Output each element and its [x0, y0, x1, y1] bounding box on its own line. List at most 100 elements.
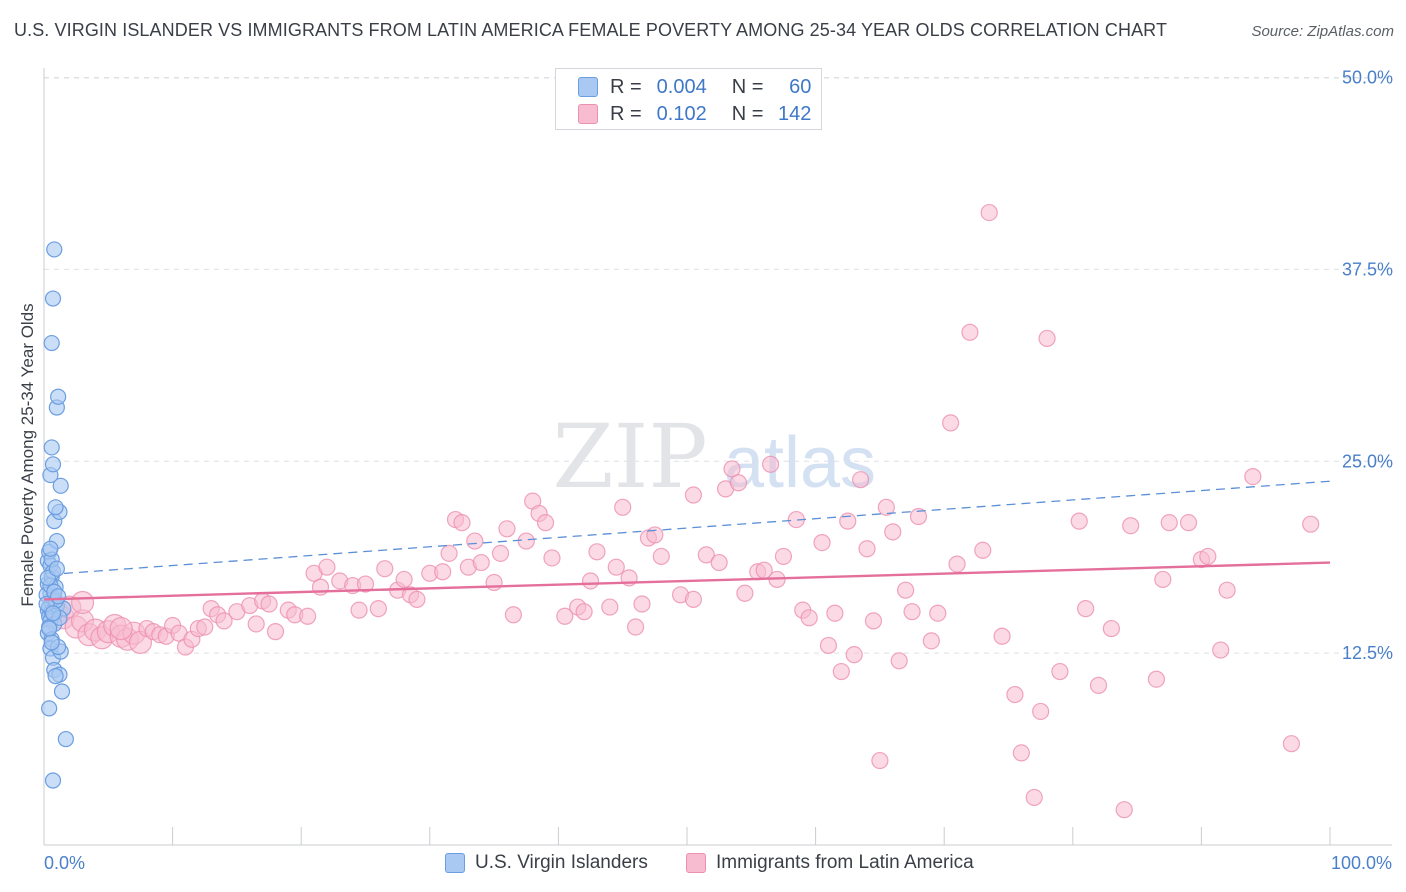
data-point-latin-america: [1179, 514, 1198, 532]
data-point-virgin-islanders: [44, 605, 62, 622]
data-point-latin-america: [839, 512, 857, 530]
data-point-latin-america: [472, 553, 490, 572]
trend-lines: [43, 480, 1331, 601]
data-point-latin-america: [543, 549, 561, 567]
data-point-latin-america: [922, 632, 940, 650]
data-point-latin-america: [800, 609, 818, 627]
data-point-latin-america: [1025, 788, 1043, 807]
data-point-latin-america: [1070, 512, 1088, 530]
legend-label: U.S. Virgin Islanders: [475, 852, 648, 873]
data-point-virgin-islanders: [44, 290, 62, 307]
watermark-zip: ZIP: [552, 405, 707, 508]
data-point-latin-america: [710, 553, 728, 572]
data-point-virgin-islanders: [50, 588, 67, 605]
data-point-latin-america: [588, 543, 606, 561]
legend-swatch-blue: [578, 77, 598, 97]
data-point-latin-america: [504, 606, 522, 624]
data-point-latin-america: [1302, 515, 1320, 533]
data-point-latin-america: [1012, 744, 1030, 762]
data-point-latin-america: [485, 573, 503, 592]
data-point-latin-america: [453, 514, 471, 532]
data-point-latin-america: [1115, 801, 1133, 819]
data-point-latin-america: [826, 604, 844, 622]
data-point-latin-america: [890, 652, 908, 670]
data-point-virgin-islanders: [47, 499, 64, 516]
data-point-latin-america: [646, 526, 664, 544]
data-point-virgin-islanders: [43, 334, 60, 352]
data-point-latin-america: [607, 558, 625, 576]
data-point-latin-america: [832, 662, 850, 681]
y-tick-label: 25.0%: [1342, 451, 1393, 471]
data-point-virgin-islanders: [48, 560, 65, 577]
data-point-latin-america: [466, 532, 484, 550]
data-point-latin-america: [1218, 581, 1236, 599]
series-latin-america-points: [45, 203, 1320, 819]
data-point-latin-america: [1032, 702, 1050, 721]
n-label: N =: [731, 102, 764, 125]
bottom-legend: U.S. Virgin Islanders Immigrants from La…: [0, 852, 1406, 878]
trendline-virgin-islanders: [63, 480, 1331, 575]
data-point-latin-america: [517, 532, 535, 550]
n-value: 142: [778, 102, 812, 125]
data-point-latin-america: [884, 523, 902, 541]
data-point-latin-america: [556, 607, 574, 625]
data-point-virgin-islanders: [43, 439, 60, 456]
data-point-virgin-islanders: [46, 241, 63, 258]
data-point-virgin-islanders: [53, 683, 71, 700]
x-tick-label-max: 100.0%: [1330, 853, 1392, 873]
data-point-latin-america: [376, 560, 394, 578]
data-point-latin-america: [196, 618, 214, 636]
data-point-latin-america: [909, 507, 928, 526]
data-point-latin-america: [575, 603, 593, 621]
r-label: R =: [610, 75, 642, 98]
data-point-latin-america: [980, 203, 998, 222]
r-value: 0.102: [656, 102, 707, 125]
data-point-latin-america: [395, 570, 413, 589]
chart-title: U.S. VIRGIN ISLANDER VS IMMIGRANTS FROM …: [14, 20, 1168, 40]
data-point-virgin-islanders: [57, 730, 74, 748]
data-point-latin-america: [109, 616, 133, 641]
stats-row-virgin-islanders: R = 0.004 N = 60: [578, 75, 811, 99]
legend-swatch-pink: [578, 104, 598, 124]
data-point-latin-america: [903, 603, 921, 621]
data-point-latin-america: [897, 581, 915, 599]
source-label: Source: ZipAtlas.com: [1251, 23, 1394, 40]
data-point-latin-america: [1282, 735, 1301, 753]
data-point-virgin-islanders: [43, 634, 60, 651]
data-point-latin-america: [614, 498, 632, 516]
data-point-latin-america: [1006, 685, 1024, 704]
watermark-atlas: atlas: [724, 423, 876, 503]
data-point-virgin-islanders: [47, 668, 64, 685]
watermark: ZIP atlas: [552, 405, 876, 508]
legend-swatch-blue: [445, 853, 465, 873]
data-point-latin-america: [942, 414, 960, 432]
data-point-latin-america: [852, 471, 870, 489]
data-point-virgin-islanders: [42, 540, 59, 557]
stats-row-latin-america: R = 0.102 N = 142: [578, 102, 811, 126]
data-point-latin-america: [1122, 517, 1140, 535]
data-point-latin-america: [684, 486, 703, 504]
data-point-latin-america: [1102, 619, 1120, 638]
data-point-latin-america: [408, 590, 426, 609]
data-point-virgin-islanders: [41, 700, 58, 717]
data-point-virgin-islanders: [44, 456, 62, 473]
y-axis-label: Female Poverty Among 25-34 Year Olds: [18, 303, 37, 607]
data-point-latin-america: [652, 547, 670, 566]
legend-label: Immigrants from Latin America: [716, 852, 974, 873]
x-tick-label-min: 0.0%: [44, 853, 86, 873]
data-point-latin-america: [498, 520, 516, 538]
y-tick-label: 50.0%: [1342, 68, 1393, 88]
data-point-latin-america: [434, 563, 452, 581]
data-point-latin-america: [70, 590, 95, 615]
data-point-latin-america: [993, 627, 1011, 645]
n-value: 60: [789, 75, 812, 98]
y-tick-labels: 12.5% 25.0% 37.5% 50.0%: [1342, 68, 1393, 664]
data-point-latin-america: [350, 601, 368, 619]
data-point-latin-america: [684, 590, 703, 609]
data-point-virgin-islanders: [44, 772, 62, 789]
data-point-latin-america: [536, 514, 555, 532]
data-point-latin-america: [877, 498, 895, 516]
data-point-latin-america: [736, 584, 754, 602]
data-point-latin-america: [633, 595, 651, 613]
data-point-latin-america: [858, 540, 876, 558]
